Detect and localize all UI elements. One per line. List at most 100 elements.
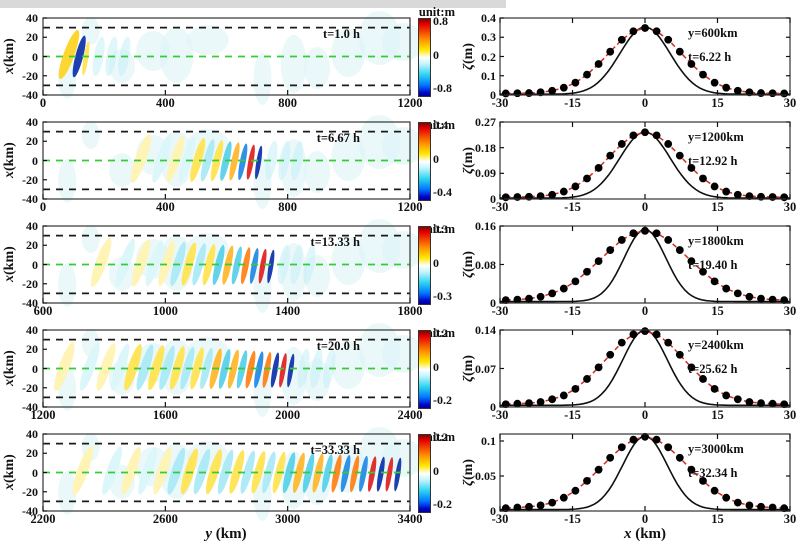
- left-y-tick-label: 0: [32, 153, 38, 168]
- line-chart-svg: [499, 225, 791, 305]
- right-x-tick-label: 15: [711, 408, 724, 422]
- time-label: t=25.62 h: [688, 362, 738, 376]
- left-y-tick-label: 40: [26, 11, 38, 25]
- line-plot: [499, 225, 791, 305]
- colorbar-mid-label: 0: [433, 360, 439, 374]
- line-chart-svg: [499, 17, 791, 98]
- colorbar: [418, 122, 431, 201]
- left-panel-3: x (km) 40 20 0 -20 -40 600 1000 1400 1800 t=13.33 …: [0, 219, 455, 326]
- right-y-tick-label: 0: [490, 504, 496, 518]
- left-y-tick-label: -40: [22, 400, 38, 414]
- left-x-tick-label: 400: [155, 200, 175, 214]
- left-x-tick-label: 1200: [30, 408, 56, 422]
- right-x-tick-label: 0: [641, 304, 649, 318]
- left-y-tick-label: -40: [22, 504, 38, 518]
- left-panel-1: x (km) 40 20 0 -20 -40 0 400 800 1200 t=1.0 h unit:…: [0, 5, 455, 118]
- right-panel-3: ζ (m) 0 0.08 0.16 -30 -15 0 15 30 y=1800km t=19.40 …: [455, 219, 799, 326]
- line-chart-svg: [499, 327, 791, 409]
- right-x-tick-label: 15: [711, 96, 724, 110]
- heatmap-plot: [42, 427, 425, 521]
- right-x-tick-label: 0: [641, 200, 649, 214]
- left-x-tick-label: 400: [155, 96, 175, 110]
- time-label: t=20.0 h: [316, 339, 360, 353]
- distance-label: y=1200km: [688, 130, 744, 144]
- right-x-tick-label: 15: [711, 304, 724, 318]
- right-x-tick-label: 30: [783, 512, 797, 526]
- right-x-tick-label: -15: [564, 304, 581, 318]
- unit-label: unit:m: [418, 5, 455, 19]
- right-y-tick-label: 0.05: [475, 469, 496, 483]
- right-x-tick-label: 0: [641, 512, 649, 526]
- left-y-tick-label: 20: [26, 446, 38, 461]
- distance-label: y=3000km: [688, 442, 744, 456]
- colorbar-min-label: -0.3: [433, 289, 452, 303]
- heatmap-svg: [42, 115, 425, 209]
- left-x-tick-label: 2200: [30, 512, 56, 526]
- colorbar-mid-label: 0: [433, 464, 439, 478]
- right-x-tick-label: 15: [711, 512, 724, 526]
- heatmap-plot: [42, 219, 425, 313]
- right-y-tick-label: 0: [490, 88, 496, 102]
- heatmap-svg: [42, 323, 425, 417]
- line-plot: [499, 327, 791, 409]
- right-y-tick-label: 0.08: [475, 257, 496, 272]
- right-y-tick-label: 0.16: [475, 219, 496, 233]
- colorbar-max-label: 0.4: [433, 118, 448, 132]
- left-y-tick-label: -40: [22, 88, 38, 102]
- right-x-tick-label: -15: [564, 96, 581, 110]
- left-x-tick-label: 1200: [397, 96, 423, 110]
- left-x-tick-label: 2600: [152, 512, 178, 526]
- right-y-axis-title-var: ζ: [461, 271, 476, 279]
- colorbar-max-label: 0.3: [433, 222, 448, 236]
- heatmap-plot: [42, 115, 425, 209]
- right-x-tick-label: -15: [564, 200, 581, 214]
- colorbar-min-label: -0.8: [433, 81, 452, 95]
- left-x-tick-label: 800: [278, 200, 298, 214]
- left-y-tick-label: -20: [22, 276, 38, 291]
- right-y-tick-label: 0: [490, 400, 496, 414]
- line-chart-svg: [499, 121, 791, 202]
- line-plot: [499, 121, 791, 202]
- left-x-tick-label: 2000: [275, 408, 301, 422]
- left-y-tick-label: -20: [22, 380, 38, 395]
- colorbar: [418, 18, 431, 97]
- right-y-tick-label: 0: [490, 192, 496, 206]
- right-x-tick-label: -30: [491, 200, 509, 214]
- right-y-tick-label: 0.4: [481, 11, 496, 25]
- left-y-tick-label: -40: [22, 296, 38, 310]
- time-label: t=1.0 h: [323, 27, 360, 41]
- left-x-tick-label: 2400: [397, 408, 423, 422]
- colorbar-mid-label: 0: [433, 152, 439, 166]
- distance-label: y=1800km: [688, 234, 744, 248]
- right-x-tick-label: -30: [491, 96, 509, 110]
- right-panel-2: ζ (m) 0 0.09 0.18 0.27 -30 -15 0 15 30 y=1200km t=12…: [455, 115, 799, 222]
- left-y-tick-label: -20: [22, 484, 38, 499]
- right-panel-4: ζ (m) 0 0.07 0.14 -30 -15 0 15 30 y=2400km t=25.62 …: [455, 323, 799, 430]
- heatmap-plot: [42, 11, 425, 105]
- left-x-tick-label: 0: [39, 96, 47, 110]
- right-x-tick-label: -30: [491, 512, 509, 526]
- right-panel-1: ζ (m) 0 0.1 0.2 0.3 0.4 -30 -15 0 15 30 y=600km t=6.2…: [455, 11, 799, 118]
- left-x-tick-label: 1200: [397, 200, 423, 214]
- left-panel-4: x (km) 40 20 0 -20 -40 1200 1600 2000 2400 t=20.0 …: [0, 323, 455, 430]
- left-y-tick-label: 20: [26, 238, 38, 253]
- left-x-tick-label: 1800: [397, 304, 423, 318]
- time-label: t=19.40 h: [688, 258, 738, 272]
- line-plot: [499, 17, 791, 98]
- left-y-tick-label: 40: [26, 219, 38, 233]
- time-label: t=33.33 h: [310, 443, 361, 457]
- right-y-tick-label: 0.27: [475, 115, 496, 129]
- distance-label: y=2400km: [688, 338, 744, 352]
- left-y-tick-label: 0: [32, 361, 38, 376]
- left-panel-5: x (km) 40 20 0 -20 -40 2200 2600 3000 3400 t=33.33…: [0, 427, 455, 542]
- right-x-axis-title-var: x: [623, 526, 632, 542]
- right-x-tick-label: -15: [564, 512, 581, 526]
- left-x-axis-title-var: y: [205, 526, 213, 542]
- time-label: t=32.34 h: [688, 466, 738, 480]
- right-x-tick-label: 30: [783, 304, 797, 318]
- right-y-tick-label: 0: [490, 296, 496, 310]
- right-x-tick-label: 30: [783, 96, 797, 110]
- left-panel-2: x (km) 40 20 0 -20 -40 0 400 800 1200 t=6.67 h unit…: [0, 115, 455, 222]
- line-chart-svg: [499, 432, 791, 513]
- left-x-axis-title-unit: (km): [212, 526, 247, 542]
